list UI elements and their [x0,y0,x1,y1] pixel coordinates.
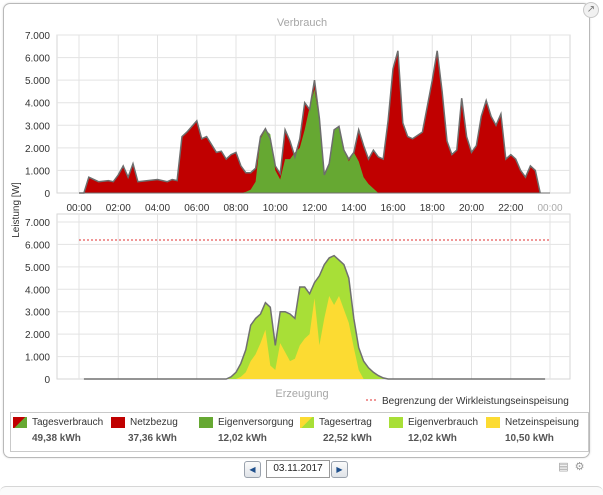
y-tick-label: 7.000 [25,218,50,229]
x-tick-label: 20:00 [459,203,484,214]
x-tick-label: 08:00 [223,203,248,214]
legend-swatch-tagesertrag [300,417,314,428]
x-tick-label: 12:00 [302,203,327,214]
x-tick-label: 18:00 [420,203,445,214]
y-tick-label: 5.000 [25,76,50,87]
y-tick-label: 2.000 [25,144,50,155]
legend-value: 10,50 kWh [505,433,554,444]
y-tick-label: 0 [44,375,50,386]
y-tick-label: 0 [44,189,50,200]
legend-swatch-netzbezug [111,417,125,428]
arrow-right-icon: ▶ [336,465,343,474]
limit-legend-label: Begrenzung der Wirkleistungseinspeisung [382,396,569,407]
x-tick-label: 02:00 [106,203,131,214]
y-tick-label: 2.000 [25,330,50,341]
arrow-left-icon: ◀ [249,465,256,474]
panel-verbrauch: 0 1.000 2.000 3.000 4.000 5.000 6.000 7.000 00:0… [25,17,571,214]
y-axis-label: Leistung [W] [11,182,22,238]
panel-erzeugung: 0 1.000 2.000 3.000 4.000 5.000 6.000 7.000 Begr… [25,213,571,407]
y-tick-label: 3.000 [25,308,50,319]
x-tick-label: 04:00 [145,203,170,214]
legend-value: 37,36 kWh [128,433,177,444]
y-tick-label: 5.000 [25,263,50,274]
x-tick-label: 16:00 [380,203,405,214]
x-tick-label: 22:00 [498,203,523,214]
y-tick-label: 3.000 [25,121,50,132]
bottom-panel-edge [0,486,603,495]
y-tick-label: 1.000 [25,166,50,177]
legend-label: Tagesertrag [319,417,372,428]
collapse-arrow-icon[interactable]: ↗ [583,2,599,18]
legend: Tagesverbrauch 49,38 kWh Netzbezug 37,36… [10,412,589,452]
legend-value: 22,52 kWh [323,433,372,444]
legend-swatch-tagesverbrauch [13,417,27,428]
legend-swatch-eigenversorgung [199,417,213,428]
gear-icon[interactable]: ⚙ [574,461,585,473]
netzeinspeisung-area [83,296,546,379]
y-tick-label: 7.000 [25,31,50,42]
tagesverbrauch-line [79,50,541,194]
x-tick-label: 10:00 [263,203,288,214]
legend-value: 12,02 kWh [408,433,457,444]
panel-title: Erzeugung [275,388,328,400]
x-tick-label: 14:00 [341,203,366,214]
legend-label: Netzeinspeisung [505,417,579,428]
panel-title: Verbrauch [277,17,327,29]
save-icon[interactable]: ▤ [558,461,569,473]
legend-value: 12,02 kWh [218,433,267,444]
x-tick-label: 00:00 [537,203,562,214]
legend-swatch-eigenverbrauch [389,417,403,428]
legend-value: 49,38 kWh [32,433,81,444]
legend-swatch-netzeinspeisung [486,417,500,428]
legend-label: Netzbezug [130,417,178,428]
y-tick-label: 6.000 [25,240,50,251]
y-tick-label: 6.000 [25,54,50,65]
legend-label: Eigenversorgung [218,417,294,428]
eigenversorgung-area [79,89,550,193]
x-tick-label: 06:00 [184,203,209,214]
tagesertrag-line [83,254,546,380]
next-day-button[interactable]: ▶ [331,461,348,478]
y-tick-label: 1.000 [25,353,50,364]
y-tick-label: 4.000 [25,285,50,296]
x-tick-label: 00:00 [66,203,91,214]
date-field[interactable]: 03.11.2017 [266,460,330,478]
legend-label: Tagesverbrauch [32,417,104,428]
legend-label: Eigenverbrauch [408,417,479,428]
y-tick-label: 4.000 [25,99,50,110]
previous-day-button[interactable]: ◀ [244,461,261,478]
